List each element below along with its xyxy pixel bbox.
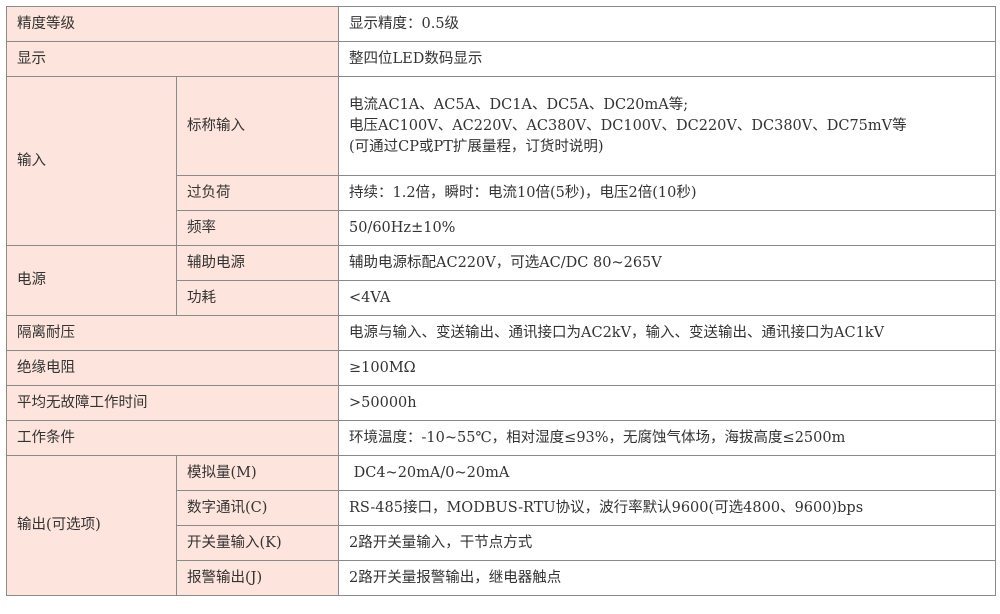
group-label: 输入 — [6, 76, 177, 246]
row-value: 2路开关量报警输出，继电器触点 — [338, 560, 996, 596]
row-value: 持续：1.2倍，瞬时：电流10倍(5秒)，电压2倍(10秒) — [338, 175, 996, 211]
row-value: <4VA — [338, 280, 996, 316]
value-line: (可通过CP或PT扩展量程，订货时说明) — [349, 138, 604, 155]
row-value: 显示精度：0.5级 — [338, 6, 996, 42]
row-value: 环境温度：-10~55℃，相对湿度≤93%，无腐蚀气体场，海拔高度≤2500m — [338, 420, 996, 456]
group-label: 输出(可选项) — [6, 455, 177, 596]
group-label: 电源 — [6, 245, 177, 316]
table-row: 功耗 <4VA — [7, 280, 996, 316]
row-label: 平均无故障工作时间 — [6, 385, 339, 421]
row-value: DC4~20mA/0~20mA — [338, 455, 996, 491]
table-row: 数字通讯(C) RS-485接口，MODBUS-RTU协议，波行率默认9600(可… — [7, 490, 996, 526]
row-label: 显示 — [6, 41, 339, 77]
row-label: 频率 — [176, 210, 339, 246]
table-row: 电源 辅助电源 辅助电源标配AC220V，可选AC/DC 80~265V — [6, 245, 996, 316]
row-label: 辅助电源 — [176, 245, 339, 281]
row-value: >50000h — [338, 385, 996, 421]
row-value: 2路开关量输入，干节点方式 — [338, 525, 996, 561]
row-value: 整四位LED数码显示 — [338, 41, 996, 77]
value-line: 电流AC1A、AC5A、DC1A、DC5A、DC20mA等; — [349, 96, 689, 113]
row-label: 模拟量(M) — [176, 455, 339, 491]
spec-table: 精度等级 显示精度：0.5级 显示 整四位LED数码显示 输入 标称输入 电流AC1A… — [6, 6, 996, 596]
row-value: 电流AC1A、AC5A、DC1A、DC5A、DC20mA等; 电压AC100V、A… — [338, 76, 996, 176]
row-label: 精度等级 — [6, 6, 339, 42]
table-row: 报警输出(J) 2路开关量报警输出，继电器触点 — [7, 560, 996, 596]
row-label: 过负荷 — [176, 175, 339, 211]
table-row: 频率 50/60Hz±10% — [7, 210, 996, 246]
row-label: 绝缘电阻 — [6, 350, 339, 386]
row-label: 报警输出(J) — [176, 560, 339, 596]
row-label: 开关量输入(K) — [176, 525, 339, 561]
table-row: 显示 整四位LED数码显示 — [6, 41, 996, 77]
table-row: 绝缘电阻 ≥100MΩ — [6, 350, 996, 386]
row-label: 隔离耐压 — [6, 315, 339, 351]
row-value: RS-485接口，MODBUS-RTU协议，波行率默认9600(可选4800、9… — [338, 490, 996, 526]
table-row: 隔离耐压 电源与输入、变送输出、通讯接口为AC2kV，输入、变送输出、通讯接口为A… — [6, 315, 996, 351]
row-value: 电源与输入、变送输出、通讯接口为AC2kV，输入、变送输出、通讯接口为AC1kV — [338, 315, 996, 351]
table-row: 输出(可选项) 模拟量(M) DC4~20mA/0~20mA — [6, 455, 996, 596]
value-line: 电压AC100V、AC220V、AC380V、DC100V、DC220V、DC3… — [349, 117, 907, 134]
row-value: ≥100MΩ — [338, 350, 996, 386]
row-value: 50/60Hz±10% — [338, 210, 996, 246]
row-value: 辅助电源标配AC220V，可选AC/DC 80~265V — [338, 245, 996, 281]
table-row: 输入 标称输入 电流AC1A、AC5A、DC1A、DC5A、DC20mA等; 电压A… — [6, 76, 996, 246]
row-label: 工作条件 — [6, 420, 339, 456]
row-label: 标称输入 — [176, 76, 339, 176]
table-row: 工作条件 环境温度：-10~55℃，相对湿度≤93%，无腐蚀气体场，海拔高度≤25… — [6, 420, 996, 456]
table-row: 过负荷 持续：1.2倍，瞬时：电流10倍(5秒)，电压2倍(10秒) — [7, 175, 996, 211]
table-row: 平均无故障工作时间 >50000h — [6, 385, 996, 421]
row-label: 功耗 — [176, 280, 339, 316]
row-label: 数字通讯(C) — [176, 490, 339, 526]
table-row: 开关量输入(K) 2路开关量输入，干节点方式 — [7, 525, 996, 561]
table-row: 精度等级 显示精度：0.5级 — [6, 6, 996, 42]
